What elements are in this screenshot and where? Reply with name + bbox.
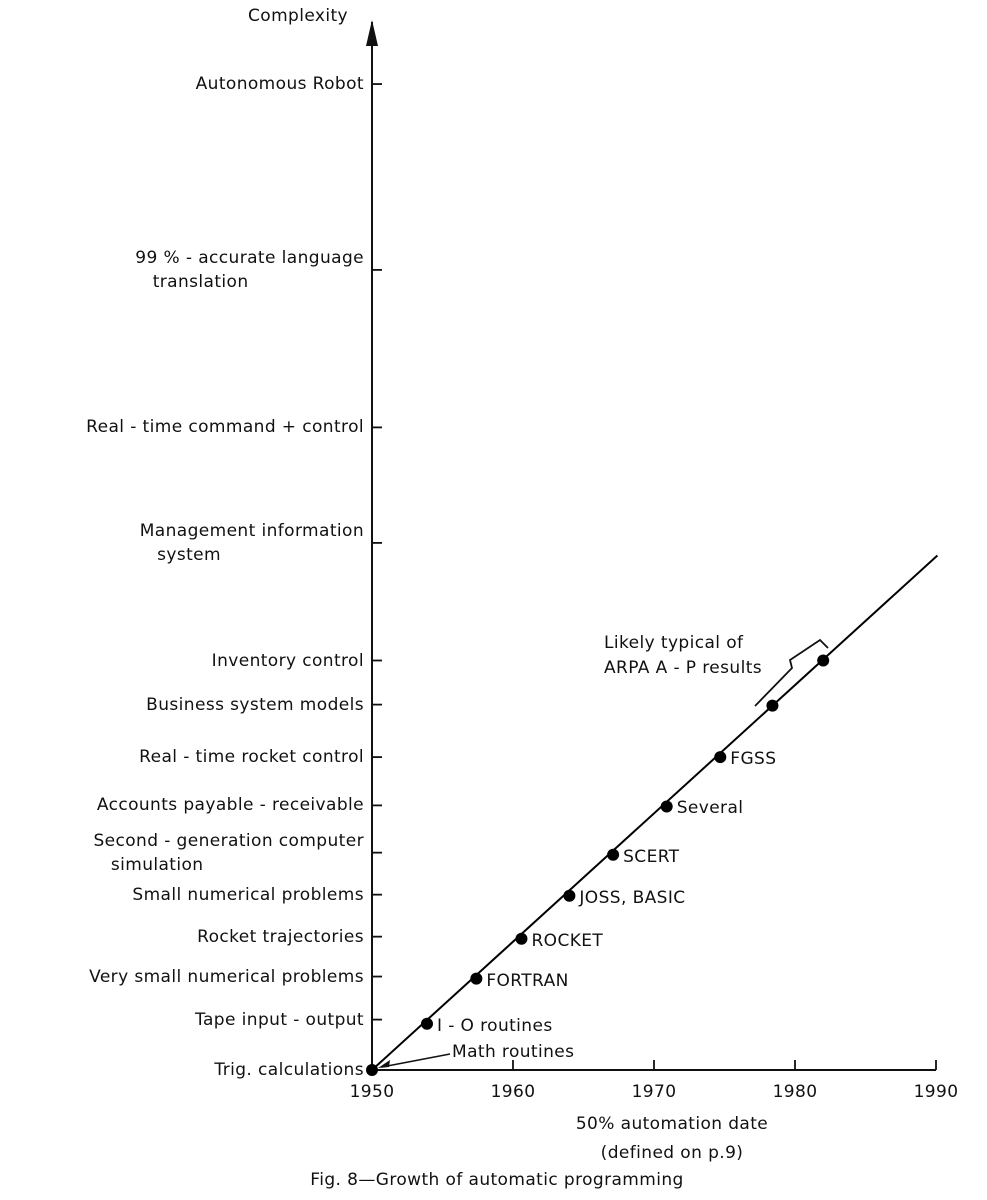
- data-point: [817, 654, 830, 667]
- y-tick-label: Small numerical problems: [132, 884, 364, 905]
- point-label: Math routines: [452, 1042, 575, 1062]
- y-tick-label: 99 % - accurate language translation: [135, 247, 364, 292]
- point-label: ROCKET: [531, 930, 604, 951]
- data-point: [660, 800, 673, 813]
- point-label: Several: [676, 798, 744, 819]
- data-point: [366, 1064, 378, 1076]
- point-label: FGSS: [730, 749, 777, 770]
- y-tick-label: Business system models: [146, 694, 364, 715]
- y-tick-label: Real - time rocket control: [139, 747, 364, 768]
- x-tick-label: 1990: [913, 1082, 959, 1102]
- y-tick-label: Very small numerical problems: [89, 966, 364, 987]
- data-point: [563, 889, 576, 902]
- annotation: Likely typical of ARPA A - P results: [604, 633, 763, 678]
- point-label: I - O routines: [436, 1015, 553, 1036]
- data-point: [470, 972, 483, 985]
- x-tick-label: 1950: [349, 1082, 395, 1102]
- y-tick-label: Management information system: [139, 520, 364, 565]
- data-point: [420, 1017, 433, 1030]
- y-tick-label: Accounts payable - receivable: [96, 795, 364, 816]
- x-tick-label: 1960: [490, 1082, 536, 1102]
- annotation-bracket: [754, 638, 829, 707]
- y-tick-label: Inventory control: [211, 650, 364, 671]
- y-tick-label: Rocket trajectories: [197, 926, 364, 947]
- x-tick-label: 1970: [631, 1082, 677, 1102]
- data-point: [607, 848, 620, 861]
- caption: Fig. 8—Growth of automatic programming: [310, 1170, 684, 1190]
- x-tick-label: 1980: [772, 1082, 818, 1102]
- y-tick-label: Real - time command + control: [86, 417, 364, 438]
- data-point: [714, 751, 727, 764]
- trend-line: [371, 554, 939, 1071]
- y-tick-label: Autonomous Robot: [195, 74, 364, 95]
- point-label: JOSS, BASIC: [579, 887, 686, 908]
- x-axis-label: 50% automation date (defined on p.9): [575, 1114, 769, 1163]
- y-tick-label: Tape input - output: [195, 1009, 364, 1030]
- label-arrow: [381, 1053, 451, 1068]
- y-tick-label: Second - generation computer simulation: [93, 830, 364, 875]
- y-axis-label: Complexity: [248, 6, 349, 26]
- point-label: FORTRAN: [486, 970, 569, 991]
- point-label: SCERT: [623, 846, 680, 867]
- label-arrowhead: [378, 1060, 390, 1068]
- data-point: [515, 932, 528, 945]
- data-point: [766, 699, 779, 712]
- y-tick-label: Trig. calculations: [214, 1060, 364, 1080]
- y-axis-arrow: [366, 20, 378, 46]
